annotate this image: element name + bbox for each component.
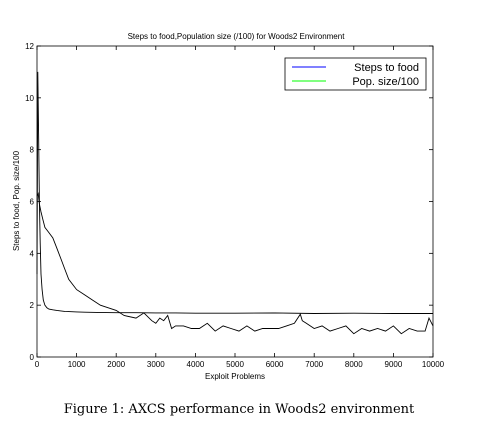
x-tick-label: 2000: [107, 360, 125, 369]
chart-title: Steps to food,Population size (/100) for…: [128, 32, 346, 41]
x-tick-label: 3000: [147, 360, 165, 369]
series-line-pop-size: [36, 192, 434, 335]
series-lines: [36, 71, 434, 335]
x-tick-label: 10000: [422, 360, 445, 369]
y-tick-label: 6: [30, 198, 35, 207]
x-tick-label: 5000: [226, 360, 244, 369]
x-tick-label: 8000: [345, 360, 363, 369]
legend-label-steps: Steps to food: [354, 62, 419, 74]
figure-caption: Figure 1: AXCS performance in Woods2 env…: [63, 402, 415, 417]
series-line-steps-to-food: [36, 71, 433, 314]
legend-label-pop: Pop. size/100: [352, 76, 419, 88]
y-tick-label: 10: [25, 94, 34, 103]
y-tick-label: 4: [30, 249, 35, 258]
y-tick-label: 2: [30, 301, 35, 310]
plot-frame: [36, 45, 434, 358]
legend: Steps to food Pop. size/100: [284, 57, 427, 91]
y-axis-label: Steps to food, Pop. size/100: [12, 150, 21, 251]
x-tick-label: 7000: [305, 360, 323, 369]
x-tick-label: 0: [35, 360, 40, 369]
y-tick-label: 12: [25, 42, 34, 51]
legend-box: [284, 57, 427, 91]
chart: Steps to food,Population size (/100) for…: [12, 32, 445, 381]
x-tick-label: 6000: [266, 360, 284, 369]
y-tick-label: 8: [30, 146, 35, 155]
y-tick-label: 0: [30, 353, 35, 362]
x-tick-label: 1000: [68, 360, 86, 369]
x-axis-label: Exploit Problems: [205, 372, 265, 381]
x-tick-label: 4000: [187, 360, 205, 369]
x-tick-label: 9000: [385, 360, 403, 369]
axis-ticks: 0 1000 2000 3000 4000 5000 6000 7000 8000 9000 100…: [25, 42, 445, 369]
